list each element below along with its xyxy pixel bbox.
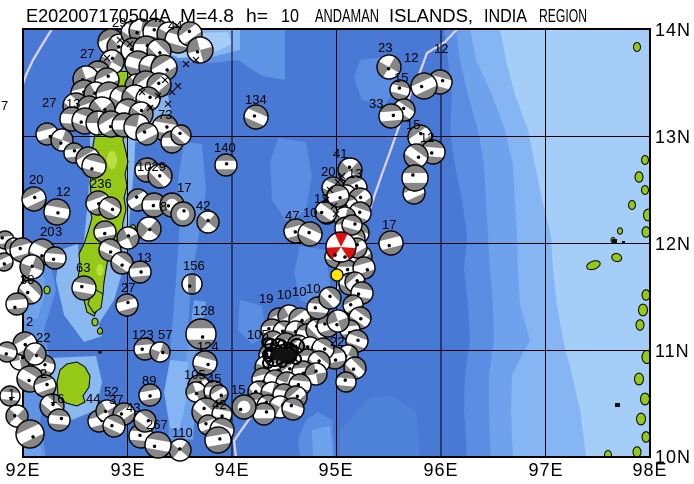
svg-text:267: 267: [146, 417, 168, 432]
svg-text:7: 7: [1, 98, 8, 113]
svg-text:ISLANDS,: ISLANDS,: [389, 6, 473, 26]
svg-text:27: 27: [42, 95, 56, 110]
svg-text:63: 63: [76, 260, 90, 275]
svg-text:12: 12: [434, 41, 448, 56]
svg-text:41: 41: [333, 146, 347, 161]
svg-text:12N: 12N: [655, 234, 691, 254]
svg-text:10N: 10N: [655, 447, 691, 467]
svg-text:33: 33: [369, 96, 383, 111]
svg-text:17: 17: [382, 217, 396, 232]
svg-text:105: 105: [247, 327, 269, 342]
svg-text:20: 20: [29, 172, 43, 187]
svg-text:2: 2: [40, 366, 47, 381]
svg-text:45: 45: [207, 371, 221, 386]
svg-text:14N: 14N: [655, 20, 691, 40]
svg-text:29: 29: [112, 15, 126, 30]
svg-text:96E: 96E: [423, 460, 458, 480]
svg-text:94E: 94E: [214, 460, 249, 480]
svg-text:13: 13: [137, 250, 151, 265]
svg-text:47: 47: [285, 208, 299, 223]
svg-text:52: 52: [104, 384, 118, 399]
svg-text:11N: 11N: [655, 341, 690, 361]
svg-text:22: 22: [330, 334, 344, 349]
svg-text:15: 15: [406, 117, 420, 132]
svg-text:89: 89: [142, 373, 156, 388]
svg-text:19: 19: [259, 291, 273, 306]
svg-text:93E: 93E: [110, 460, 145, 480]
svg-text:134: 134: [245, 92, 267, 107]
svg-text:27: 27: [80, 46, 94, 61]
svg-text:REGION: REGION: [539, 6, 587, 26]
svg-text:98E: 98E: [632, 460, 667, 480]
svg-text:1029: 1029: [137, 159, 166, 174]
svg-text:INDIA: INDIA: [484, 6, 527, 26]
svg-text:15: 15: [394, 70, 408, 85]
svg-text:27: 27: [121, 280, 135, 295]
svg-text:57: 57: [158, 327, 172, 342]
svg-text:17: 17: [177, 180, 191, 195]
svg-text:110: 110: [172, 425, 193, 440]
svg-text:13N: 13N: [655, 127, 691, 147]
svg-text:97E: 97E: [528, 460, 563, 480]
svg-text:22: 22: [36, 330, 50, 345]
svg-text:10: 10: [306, 281, 320, 296]
svg-text:16: 16: [50, 391, 64, 406]
svg-text:23: 23: [378, 40, 392, 55]
svg-text:10: 10: [303, 205, 317, 220]
svg-text:12: 12: [420, 130, 434, 145]
svg-text:124: 124: [197, 339, 219, 354]
svg-text:140: 140: [214, 140, 236, 155]
svg-text:2: 2: [26, 314, 33, 329]
svg-text:12: 12: [404, 50, 418, 65]
svg-text:73: 73: [158, 107, 172, 122]
svg-text:13: 13: [66, 96, 80, 111]
svg-text:30: 30: [20, 272, 34, 287]
svg-text:42: 42: [212, 397, 226, 412]
svg-text:156: 156: [183, 258, 205, 273]
svg-text:8: 8: [160, 199, 167, 214]
svg-text:h=: h=: [246, 6, 268, 26]
svg-text:12: 12: [314, 191, 328, 206]
svg-text:13: 13: [348, 166, 362, 181]
svg-text:E202007170504A: E202007170504A: [26, 6, 171, 26]
svg-text:ANDAMAN: ANDAMAN: [315, 6, 379, 26]
svg-text:236: 236: [90, 176, 112, 191]
svg-text:10: 10: [281, 6, 299, 26]
svg-text:M=4.8: M=4.8: [180, 6, 234, 26]
svg-text:123: 123: [132, 327, 154, 342]
svg-text:20: 20: [321, 164, 335, 179]
svg-text:15: 15: [231, 382, 245, 397]
svg-text:42: 42: [196, 198, 210, 213]
svg-text:37: 37: [109, 392, 123, 407]
svg-text:10: 10: [292, 284, 306, 299]
svg-text:105: 105: [184, 367, 206, 382]
svg-text:20: 20: [40, 224, 54, 239]
svg-text:12: 12: [56, 184, 70, 199]
svg-text:128: 128: [193, 303, 215, 318]
svg-text:3: 3: [55, 224, 62, 239]
svg-text:44: 44: [86, 391, 100, 406]
svg-text:43: 43: [126, 400, 140, 415]
svg-text:44: 44: [168, 18, 182, 33]
svg-text:1: 1: [8, 386, 15, 401]
svg-text:95E: 95E: [318, 460, 353, 480]
svg-text:92E: 92E: [5, 460, 40, 480]
svg-text:10: 10: [277, 287, 291, 302]
